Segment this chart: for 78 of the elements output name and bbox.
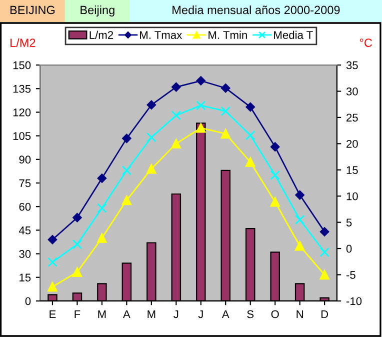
x-tick-label: O [271,310,279,318]
y-tick-label: 90 [19,156,31,164]
point [294,214,305,225]
y2-tick-label: 15 [346,166,358,174]
chart-subtitle: Beijing [80,6,114,17]
y2-tick-label: 10 [346,192,358,200]
point [97,174,107,183]
point [122,166,132,176]
x-tick-label: J [174,310,178,318]
point [220,83,230,93]
point [245,130,256,140]
point [320,270,330,280]
point [245,157,256,167]
point [220,106,230,116]
y2-tick-label: 35 [346,61,358,70]
x-tick-label: D [321,310,328,318]
y2-tick-label: 20 [346,140,358,148]
y-tick-label: 60 [19,202,31,211]
x-tick-label: M [98,310,106,318]
y-tick-label: 135 [13,84,31,93]
point [196,123,206,133]
y-tick-label: 120 [13,108,31,116]
point [72,212,82,222]
point [122,195,132,206]
x-tick-label: S [247,310,254,318]
point [220,128,230,139]
point [97,203,107,214]
point [72,239,82,250]
y2-tick-label: -10 [346,297,362,306]
point [146,164,156,174]
y-tick-label: 0 [25,297,31,306]
chart-title: BEIJING [10,6,55,14]
point [294,241,305,251]
text: Media mensual años 2000-2009 [172,6,340,14]
x-tick-label: A [222,310,230,318]
x-tick-label: J [198,310,203,318]
x-tick-label: N [296,310,303,318]
point [48,282,58,292]
legend-label: Media T [274,30,313,39]
point [320,247,330,258]
y2-tick-label: 30 [346,88,358,96]
point [122,134,132,144]
y-tick-label: 15 [20,274,31,282]
point [320,227,330,236]
y2-tick-label: 5 [346,218,352,226]
y-tick-label: 105 [13,132,31,140]
point [171,138,182,149]
point [295,190,304,200]
point [146,100,156,110]
point [270,197,280,207]
y-tick-label: 30 [19,250,31,258]
point [270,142,280,152]
y-tick-label: 75 [19,179,31,188]
point [196,76,206,86]
x-tick-label: E [50,310,56,318]
legend-label: M. Tmax [140,31,182,39]
point [172,82,181,92]
point [196,100,206,110]
x-tick-label: F [74,310,80,318]
legend-label: M. Tmin [208,30,247,39]
y2-axis-title: °C [360,38,372,47]
point [97,233,107,243]
y2-tick-label: 0 [346,244,352,253]
x-tick-label: M [148,310,156,318]
legend-label: L/m2 [90,30,114,39]
point [246,102,255,112]
point [72,267,82,277]
point [146,132,156,142]
y2-tick-label: 25 [346,114,358,122]
y-tick-label: 150 [13,61,31,70]
point [48,234,58,244]
point [171,110,182,120]
y-axis-title: L/M2 [10,38,36,47]
y-tick-label: 45 [18,226,31,234]
x-tick-label: A [123,310,130,318]
y2-tick-label: -5 [346,271,356,279]
point [270,170,280,180]
point [48,257,58,268]
